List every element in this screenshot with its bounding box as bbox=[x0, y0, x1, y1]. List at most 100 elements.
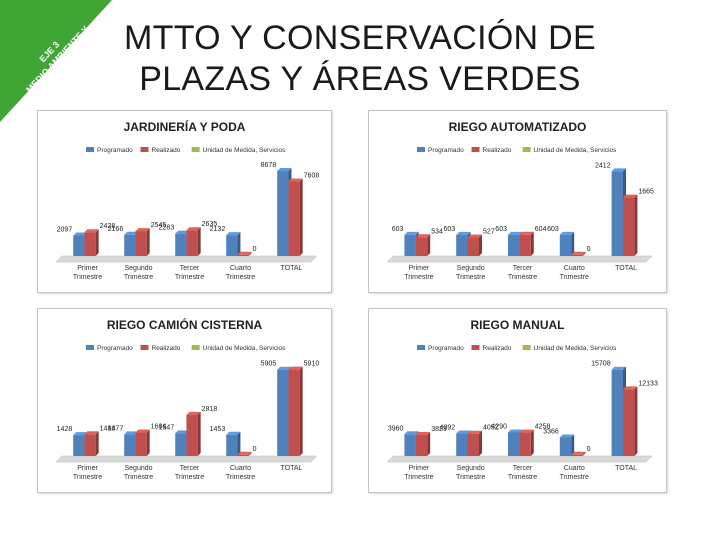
data-label: 3960 bbox=[388, 425, 404, 432]
legend-swatch bbox=[522, 345, 531, 350]
tick-label: TOTAL bbox=[281, 465, 303, 472]
bar bbox=[467, 433, 479, 456]
bar-top bbox=[507, 231, 523, 235]
bar-top bbox=[456, 231, 471, 235]
data-label: 5910 bbox=[304, 361, 320, 368]
bar bbox=[277, 369, 289, 456]
bar-top bbox=[415, 432, 431, 436]
tick-label: TOTAL bbox=[615, 265, 637, 272]
legend-label: Unidad de Medida, Servicios bbox=[534, 345, 617, 352]
data-label: 2818 bbox=[202, 406, 218, 413]
legend-label: Realizado bbox=[483, 147, 512, 154]
data-label: 2166 bbox=[108, 226, 124, 233]
data-label: 1477 bbox=[108, 425, 124, 432]
bar bbox=[73, 435, 85, 456]
chart-title: RIEGO AUTOMATIZADO bbox=[449, 120, 587, 134]
bar-top bbox=[288, 178, 303, 182]
bar-top bbox=[467, 234, 482, 238]
bar-top bbox=[559, 231, 575, 235]
legend-label: Programado bbox=[428, 345, 464, 352]
bar-top bbox=[571, 251, 586, 255]
bar-side bbox=[582, 451, 586, 456]
bar-top bbox=[186, 227, 201, 231]
bar bbox=[135, 231, 147, 256]
bar-top bbox=[611, 366, 626, 370]
bar-top bbox=[84, 431, 99, 435]
bar bbox=[175, 433, 187, 456]
data-label: 0 bbox=[587, 446, 591, 453]
bar bbox=[456, 234, 468, 256]
bar-side bbox=[530, 231, 534, 256]
bar-top bbox=[175, 230, 190, 234]
bar bbox=[507, 234, 520, 256]
data-label: 0 bbox=[253, 446, 257, 453]
bar bbox=[571, 454, 583, 456]
chart-floor bbox=[386, 255, 653, 263]
corner-banner-triangle bbox=[0, 0, 112, 122]
tick-label: Segundo bbox=[124, 465, 152, 472]
bar bbox=[237, 454, 249, 456]
data-label: 3366 bbox=[543, 429, 559, 436]
tick-label: Segundo bbox=[457, 265, 485, 272]
bar bbox=[288, 181, 300, 256]
tick-label: Trimestre bbox=[508, 474, 537, 481]
bar-top bbox=[622, 194, 638, 198]
bar-top bbox=[84, 229, 99, 233]
legend-label: Unidad de Medida, Servicios bbox=[203, 147, 286, 154]
bar bbox=[226, 434, 238, 456]
data-label: 1488 bbox=[100, 425, 116, 432]
bar bbox=[559, 437, 572, 456]
data-label: 1453 bbox=[210, 426, 226, 433]
bar bbox=[226, 235, 238, 256]
legend-swatch bbox=[86, 345, 94, 350]
bar-top bbox=[186, 411, 201, 415]
chart-riego-automatizado: RIEGO AUTOMATIZADO Programado Realizado Uni… bbox=[386, 120, 654, 281]
chart-title: RIEGO MANUAL bbox=[471, 318, 565, 332]
bar bbox=[622, 197, 635, 256]
slide-title-line1: MTTO Y CONSERVACIÓN DE bbox=[124, 19, 596, 57]
chart-floor bbox=[55, 255, 318, 263]
bar-side bbox=[634, 194, 638, 256]
chart-riego-manual: RIEGO MANUAL Programado Realizado Unidad de… bbox=[386, 318, 658, 481]
legend-swatch bbox=[471, 345, 480, 350]
tick-label: Tercer bbox=[513, 265, 533, 272]
chart-panel-riego-manual: RIEGO MANUAL Programado Realizado Unidad de… bbox=[368, 308, 667, 493]
tick-label: Trimestre bbox=[456, 474, 485, 481]
bar bbox=[571, 254, 583, 256]
data-label: 2545 bbox=[151, 222, 167, 229]
bar bbox=[84, 232, 96, 256]
tick-label: Trimestre bbox=[404, 474, 433, 481]
legend-label: Programado bbox=[97, 345, 133, 352]
bar-side bbox=[299, 178, 303, 256]
bar-side bbox=[237, 232, 241, 256]
tick-label: Tercer bbox=[180, 265, 200, 272]
tick-label: Trimestre bbox=[124, 474, 153, 481]
bar-side bbox=[146, 429, 150, 456]
bar bbox=[288, 369, 300, 456]
data-label: 534 bbox=[431, 228, 443, 235]
bar bbox=[467, 237, 479, 256]
legend-label: Programado bbox=[428, 147, 464, 154]
bar-side bbox=[478, 234, 482, 256]
bar-top bbox=[135, 228, 150, 232]
chart-panel-jardineria: JARDINERÍA Y PODA Programado Realizado Unid… bbox=[37, 110, 332, 293]
data-label: 3823 bbox=[431, 426, 447, 433]
data-label: 12133 bbox=[638, 380, 658, 387]
data-label: 4092 bbox=[440, 425, 456, 432]
data-label: 603 bbox=[547, 226, 559, 233]
bar-top bbox=[237, 451, 252, 455]
bar-top bbox=[519, 429, 534, 433]
data-label: 0 bbox=[253, 246, 257, 253]
legend-swatch bbox=[522, 147, 531, 152]
legend-label: Realizado bbox=[152, 345, 181, 352]
bar-top bbox=[519, 231, 534, 235]
chart-panel-riego-automatizado: RIEGO AUTOMATIZADO Programado Realizado Uni… bbox=[368, 110, 667, 293]
legend-swatch bbox=[471, 147, 480, 152]
data-label: 603 bbox=[444, 226, 456, 233]
tick-label: Primer bbox=[77, 265, 98, 272]
bar bbox=[237, 254, 249, 256]
bar bbox=[456, 433, 468, 456]
data-label: 1604 bbox=[151, 424, 167, 431]
data-label: 604 bbox=[535, 226, 547, 233]
legend-swatch bbox=[86, 147, 94, 152]
